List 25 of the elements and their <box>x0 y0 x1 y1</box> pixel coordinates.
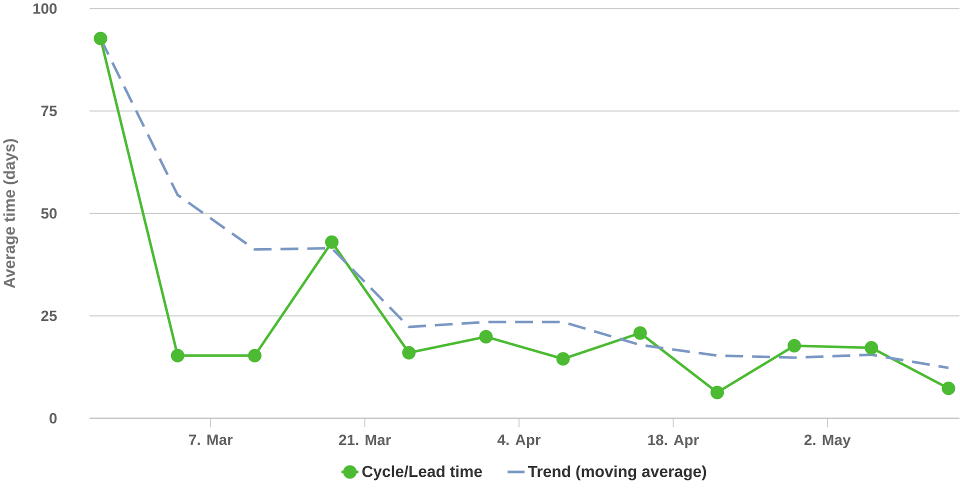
point <box>402 346 416 360</box>
point <box>788 339 802 353</box>
x-tick-label: 7. Mar <box>189 434 233 446</box>
x-tick-label: 21. Mar <box>339 434 391 446</box>
legend-label: Cycle/Lead time <box>362 466 482 480</box>
point <box>248 348 262 362</box>
point <box>325 235 339 249</box>
point <box>864 341 878 355</box>
x-tick-label: 2. May <box>804 434 851 448</box>
y-tick-label: 100 <box>33 3 57 14</box>
point <box>170 348 184 362</box>
x-tick-label: 4. Apr <box>497 434 541 448</box>
legend-label: Trend (moving average) <box>528 466 706 480</box>
y-tick-label: 25 <box>41 310 57 322</box>
point <box>479 330 493 344</box>
point <box>710 386 724 400</box>
point <box>942 382 956 396</box>
point <box>94 32 108 46</box>
y-tick-label: 0 <box>50 413 57 424</box>
y-tick-label: 75 <box>41 106 57 116</box>
x-tick-label: 18. Apr <box>648 434 699 448</box>
point <box>633 326 647 340</box>
point <box>556 352 570 366</box>
y-tick-label: 50 <box>41 208 57 219</box>
y-axis-title: Average time (days) <box>3 139 18 288</box>
